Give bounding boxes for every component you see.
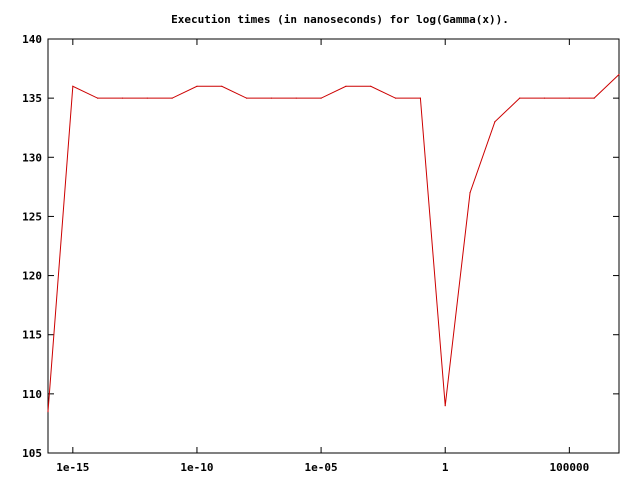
- data-point: [196, 85, 198, 87]
- x-tick-label: 1e-15: [56, 461, 89, 474]
- x-axis: 1e-15 1e-10 1e-05 1 100000: [56, 39, 589, 474]
- data-point: [519, 97, 521, 99]
- data-point: [568, 97, 570, 99]
- data-point: [47, 411, 49, 413]
- data-point: [593, 97, 595, 99]
- plot-frame: [47, 38, 620, 454]
- y-tick-label: 125: [22, 210, 42, 223]
- data-point: [121, 97, 124, 99]
- x-tick-label: 1e-05: [305, 461, 338, 474]
- data-point: [320, 97, 322, 99]
- data-point: [618, 73, 620, 76]
- y-tick-label: 120: [22, 270, 42, 283]
- chart-title: Execution times (in nanoseconds) for log…: [171, 13, 509, 26]
- data-point: [543, 97, 546, 99]
- data-point: [246, 97, 248, 99]
- data-point: [171, 97, 173, 99]
- series-line: [47, 74, 620, 412]
- data-point: [270, 97, 273, 99]
- data-point: [72, 85, 74, 87]
- x-tick-label: 1: [442, 461, 449, 474]
- y-tick-label: 140: [22, 33, 42, 46]
- y-tick-label: 115: [22, 329, 42, 342]
- data-point: [97, 97, 99, 99]
- y-tick-label: 135: [22, 92, 42, 105]
- data-point: [494, 121, 496, 123]
- data-point: [370, 85, 372, 87]
- data-point: [419, 97, 421, 99]
- data-point: [394, 97, 397, 99]
- data-point: [345, 85, 347, 87]
- x-tick-label: 100000: [549, 461, 589, 474]
- y-tick-label: 130: [22, 151, 42, 164]
- data-point: [469, 192, 471, 194]
- data-point: [444, 405, 446, 407]
- data-point: [295, 97, 297, 99]
- data-point: [221, 85, 223, 87]
- y-tick-label: 110: [22, 388, 42, 401]
- series-layer: [47, 73, 620, 413]
- y-tick-label: 105: [22, 447, 42, 460]
- data-point: [146, 97, 148, 99]
- x-tick-label: 1e-10: [180, 461, 213, 474]
- y-axis: 105 110 115 120 125 130 135 140: [22, 33, 619, 460]
